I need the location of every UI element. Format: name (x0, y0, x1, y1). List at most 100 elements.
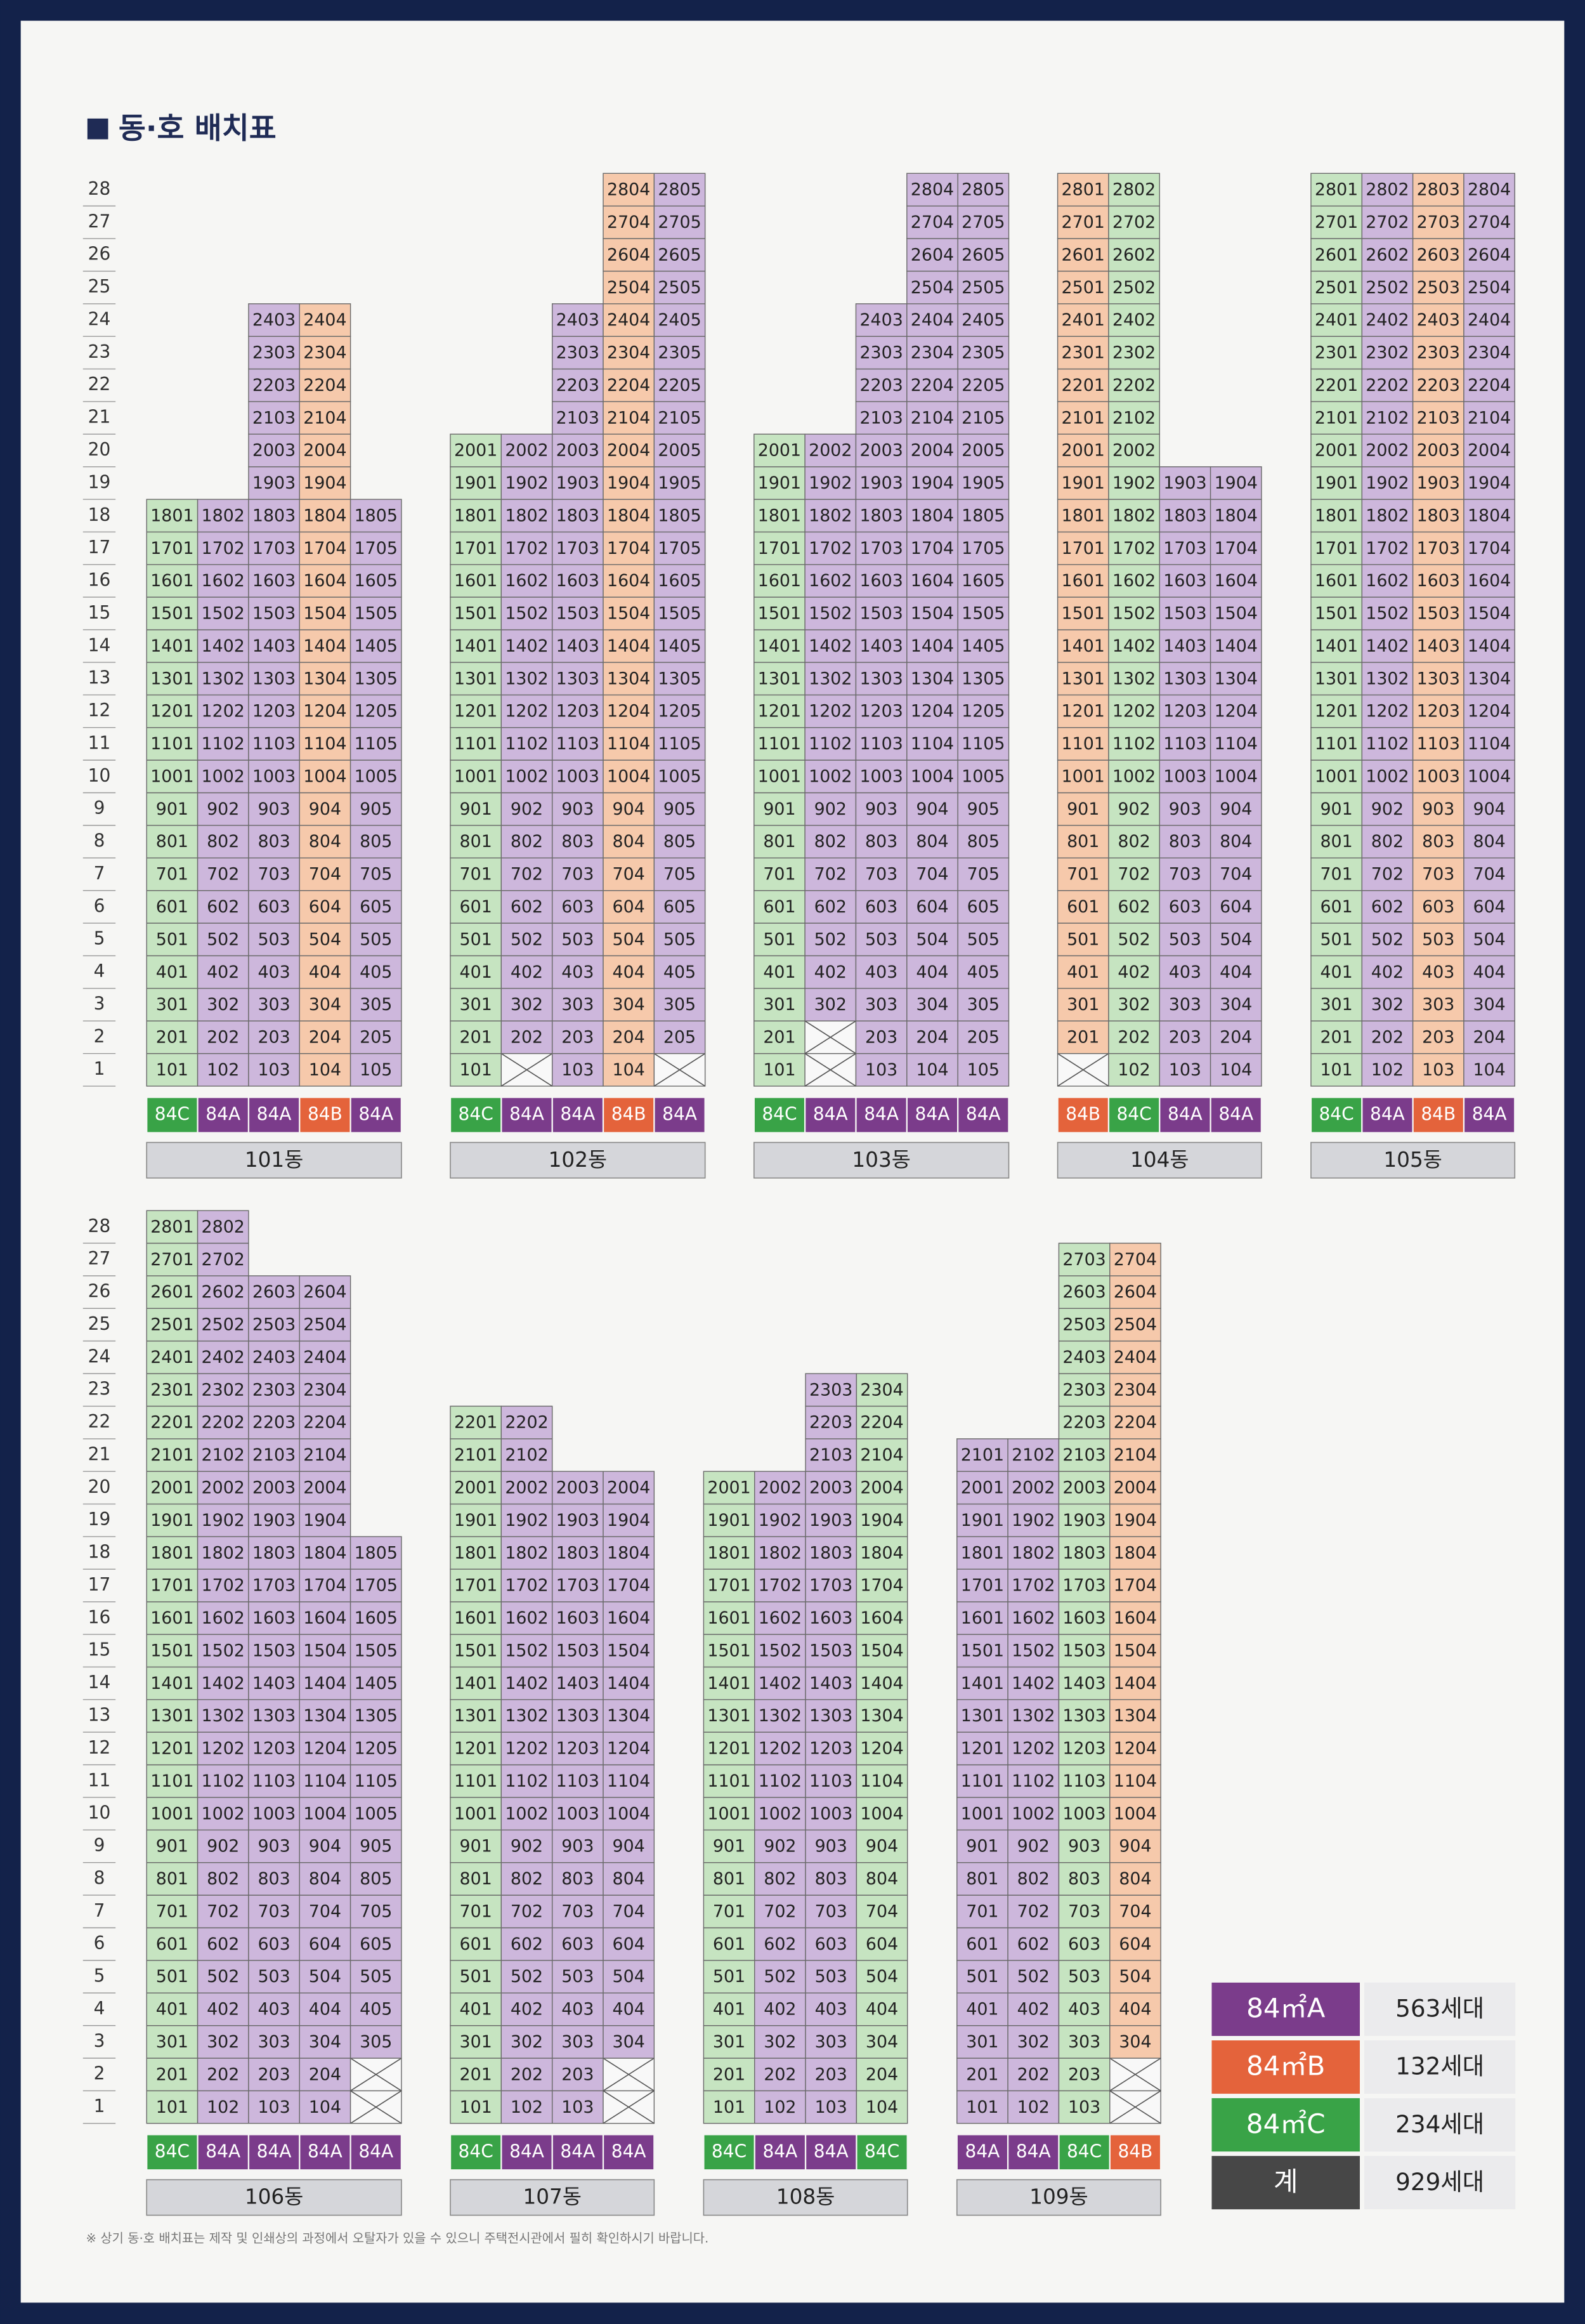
floor-label: 25 (88, 276, 111, 297)
unit-cell (805, 1438, 858, 1472)
unit-number: 1803 (1417, 506, 1460, 525)
unit-number: 2101 (1062, 408, 1105, 428)
unit-number: 2504 (303, 1315, 346, 1335)
unit-number: 102 (1017, 2098, 1050, 2117)
unit-number: 1003 (556, 1804, 599, 1823)
unit-number: 1802 (1366, 506, 1409, 525)
unit-number: 1303 (556, 669, 599, 688)
unit-cell (754, 1536, 806, 1570)
unit-number: 1101 (707, 1771, 750, 1791)
unit-number: 1202 (1366, 702, 1409, 721)
unit-number: 1202 (505, 1739, 548, 1759)
unit-cell (500, 988, 553, 1021)
unit-void (804, 1020, 856, 1054)
unit-cell (1007, 2090, 1060, 2124)
type-tag (502, 1098, 552, 1132)
unit-number: 2403 (1062, 1348, 1106, 1367)
unit-cell (349, 499, 402, 533)
unit-number: 1102 (1012, 1771, 1055, 1791)
unit-number: 2001 (707, 1478, 750, 1498)
unit-number: 701 (156, 1901, 188, 1921)
unit-number: 2503 (1417, 278, 1460, 298)
unit-cell (957, 564, 1010, 598)
legend-count: 563세대 (1395, 1995, 1484, 2023)
unit-cell (146, 890, 199, 924)
unit-number: 904 (916, 799, 948, 819)
floor-label: 14 (88, 1672, 111, 1693)
unit-number: 2501 (150, 1315, 193, 1335)
unit-number: 2303 (1062, 1380, 1106, 1400)
unit-cell (906, 727, 958, 761)
unit-number: 202 (511, 1028, 543, 1047)
unit-number: 1803 (859, 506, 903, 525)
unit-cell (1057, 629, 1109, 663)
unit-number: 605 (663, 897, 696, 917)
unit-void (603, 2058, 655, 2092)
unit-cell (551, 336, 604, 370)
type-label: 84A (814, 2141, 849, 2162)
unit-number: 1704 (607, 1576, 650, 1596)
unit-number: 1705 (658, 539, 701, 558)
unit-number: 901 (1067, 799, 1099, 819)
unit-number: 1902 (809, 473, 852, 493)
unit-cell (653, 825, 706, 858)
unit-cell (450, 499, 502, 533)
unit-cell (753, 759, 806, 794)
unit-number: 1703 (1417, 539, 1460, 558)
unit-number: 1504 (911, 604, 954, 624)
unit-cell (349, 1764, 402, 1798)
unit-number: 1303 (1417, 669, 1460, 688)
unit-cell (1057, 825, 1109, 858)
unit-number: 502 (1118, 929, 1150, 949)
unit-number: 1701 (150, 1576, 193, 1596)
unit-cell (805, 1503, 858, 1537)
unit-number: 603 (1068, 1934, 1100, 1954)
unit-number: 1801 (454, 506, 497, 525)
building-name: 103동 (852, 1148, 910, 1172)
unit-number: 701 (460, 1901, 492, 1921)
unit-cell (197, 2058, 249, 2092)
unit-cell (1361, 466, 1414, 500)
unit-number: 505 (360, 1967, 392, 1986)
unit-number: 2403 (859, 310, 903, 330)
unit-cell (551, 662, 604, 696)
unit-number: 1302 (202, 1706, 245, 1726)
unit-number: 1101 (758, 734, 801, 754)
unit-number: 2503 (1062, 1315, 1106, 1335)
unit-number: 1505 (658, 604, 701, 624)
unit-number: 1301 (454, 1706, 497, 1726)
unit-cell (450, 2090, 502, 2124)
unit-number: 1005 (962, 766, 1005, 786)
unit-cell (197, 1536, 249, 1570)
unit-number: 103 (258, 2098, 290, 2117)
unit-number: 1604 (1114, 1608, 1157, 1628)
unit-number: 1801 (707, 1543, 750, 1563)
unit-number: 905 (967, 799, 1000, 819)
unit-number: 1101 (454, 1771, 497, 1791)
type-label: 84B (1421, 1103, 1456, 1124)
unit-number: 204 (309, 2065, 341, 2084)
unit-number: 903 (561, 799, 594, 819)
type-tag (300, 1098, 350, 1132)
footnote: ※ 상기 동·호 배치표는 제작 및 인쇄상의 과정에서 오탈자가 있을 수 있… (86, 2231, 708, 2245)
unit-number: 301 (156, 995, 188, 1014)
unit-cell (146, 694, 199, 728)
unit-number: 1005 (355, 766, 398, 786)
unit-number: 1802 (505, 506, 548, 525)
type-tag (552, 2135, 603, 2170)
unit-cell (1310, 433, 1362, 468)
unit-cell (1159, 499, 1211, 533)
unit-number: 1103 (252, 1771, 296, 1791)
unit-number: 1501 (1315, 604, 1358, 624)
unit-number: 503 (1068, 1967, 1100, 1986)
unit-number: 2702 (1112, 213, 1156, 232)
unit-number: 1802 (809, 506, 852, 525)
unit-number: 2601 (1315, 245, 1358, 265)
type-label: 84A (1472, 1103, 1507, 1124)
unit-number: 601 (460, 1934, 492, 1954)
unit-cell (1463, 890, 1515, 924)
unit-number: 2104 (911, 408, 954, 428)
unit-number: 2402 (1112, 310, 1156, 330)
unit-number: 804 (916, 832, 948, 851)
